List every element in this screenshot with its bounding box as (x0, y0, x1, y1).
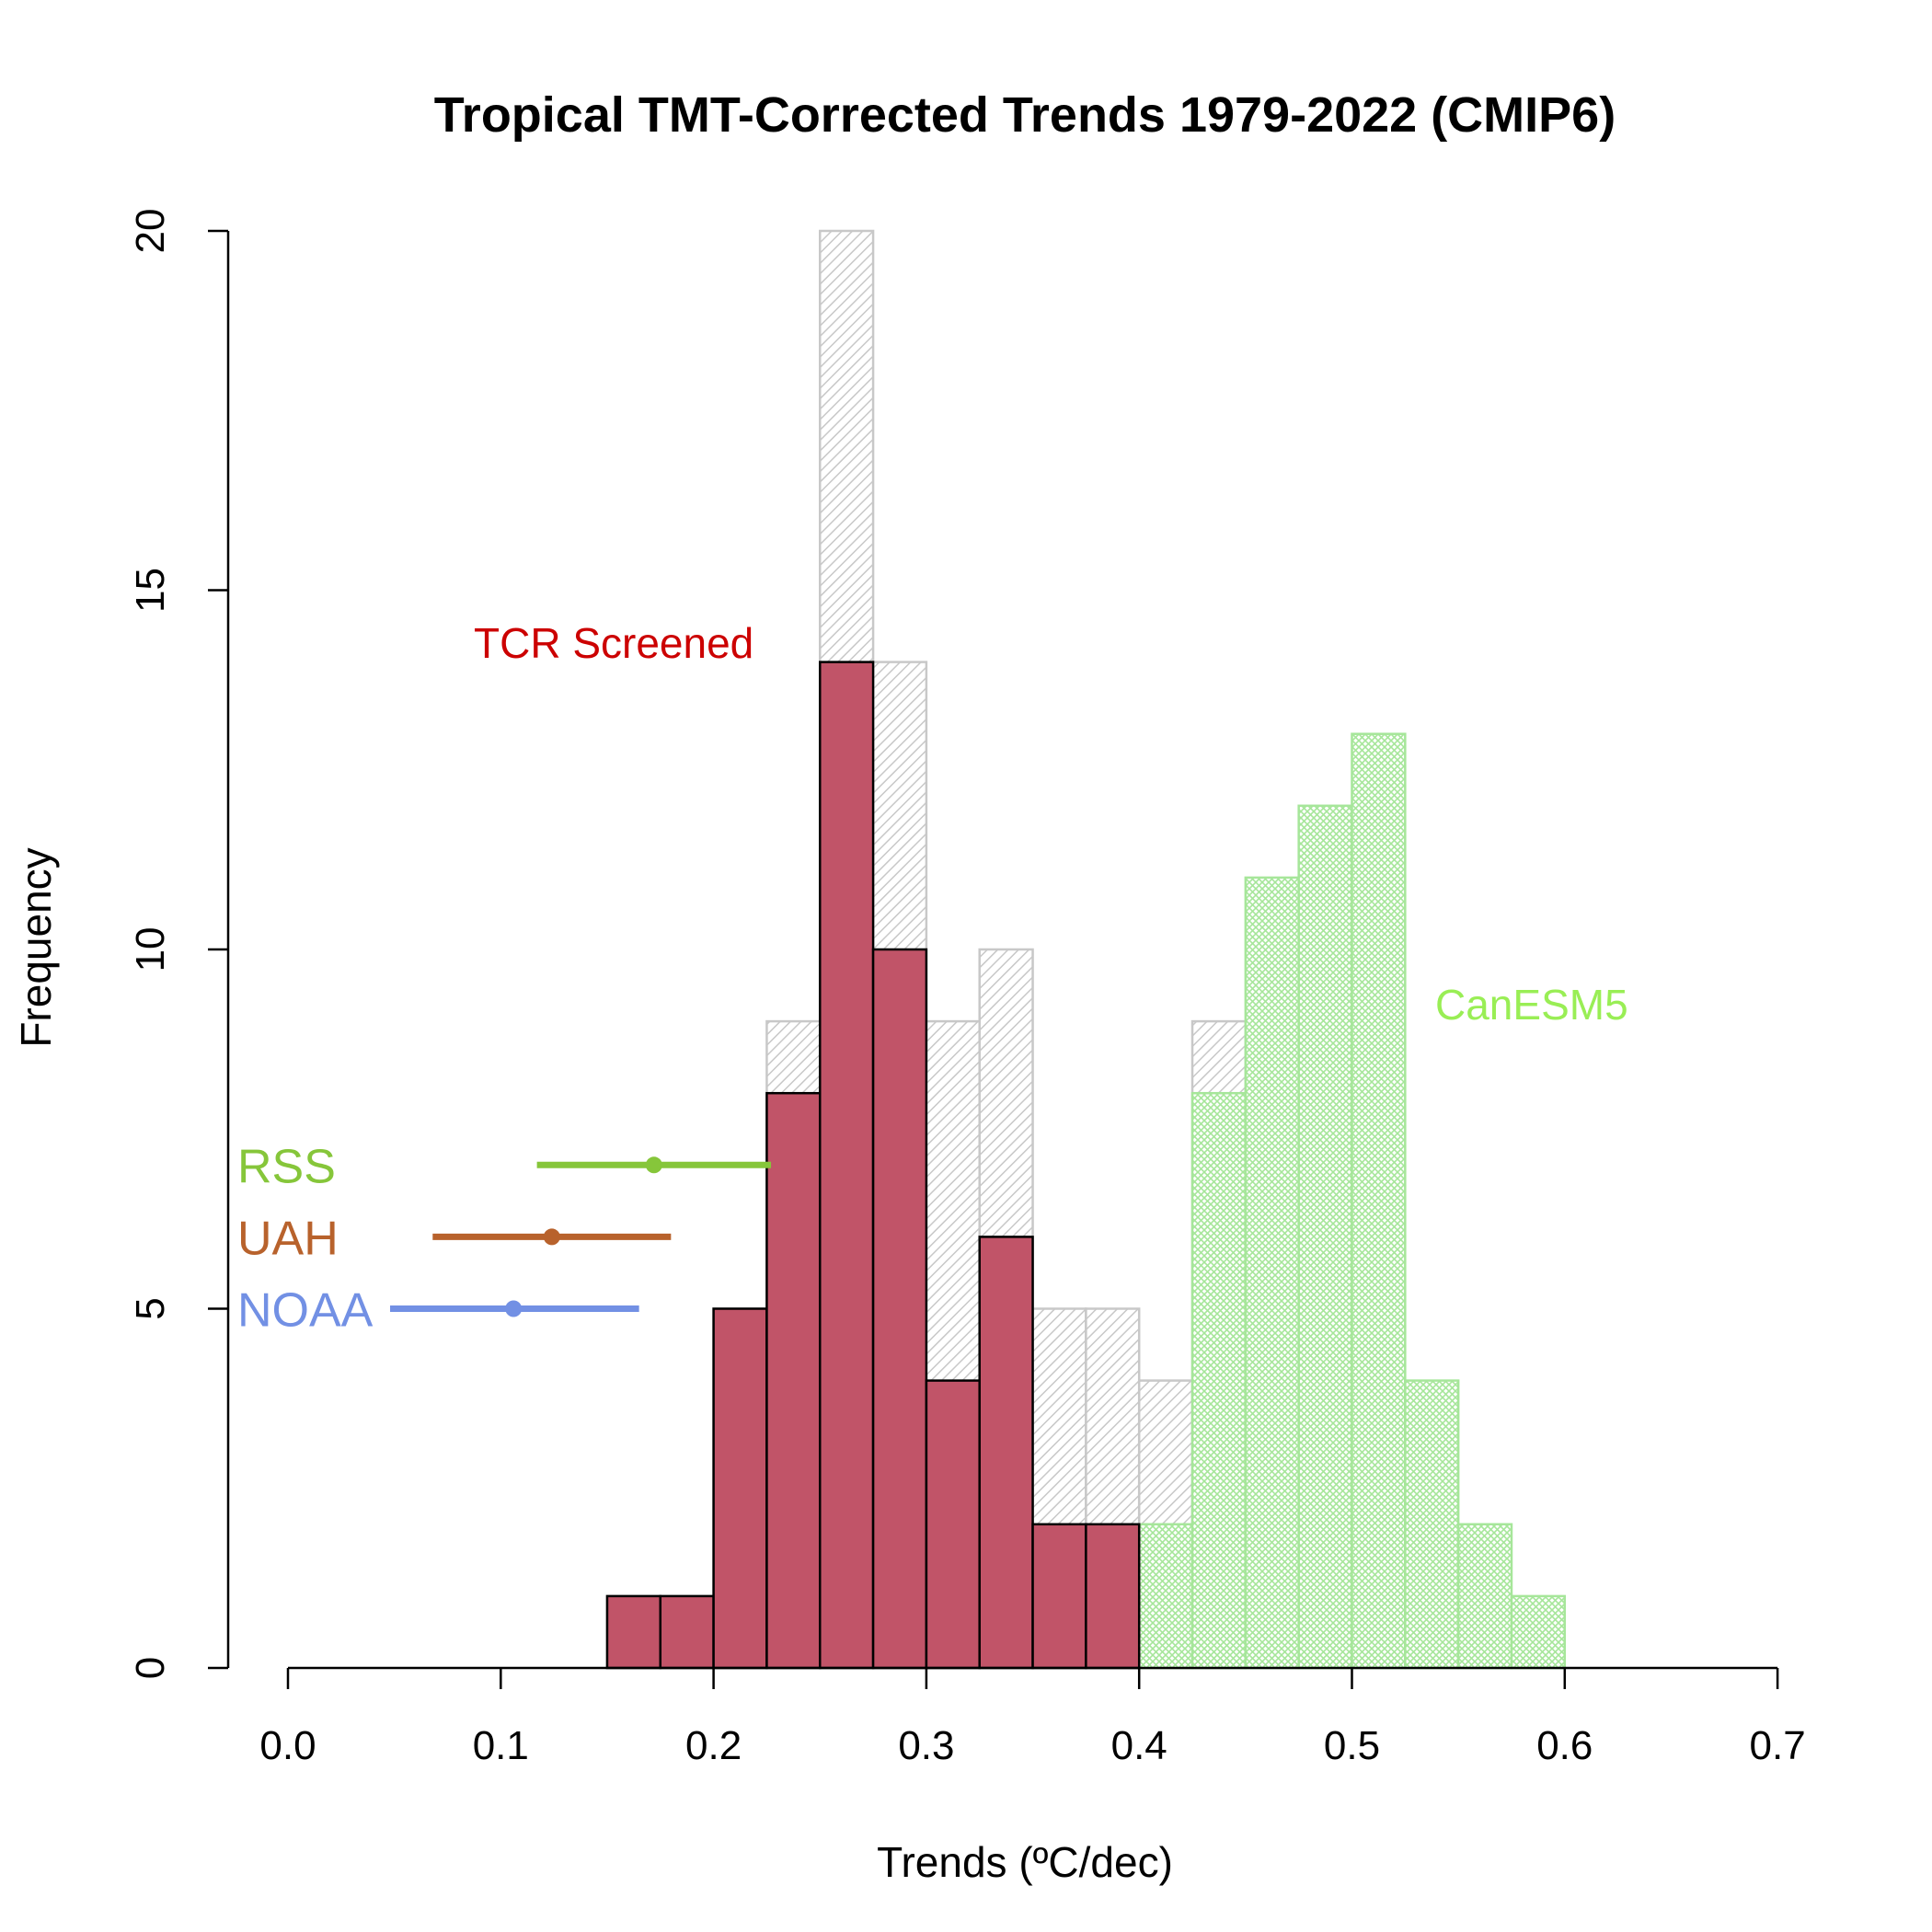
x-tick-label: 0.3 (898, 1723, 954, 1768)
chart-title: Tropical TMT-Corrected Trends 1979-2022 … (434, 87, 1616, 143)
y-tick-label: 0 (128, 1657, 173, 1679)
y-tick-label: 10 (128, 927, 173, 972)
x-axis-label: Trends (ºC/dec) (877, 1838, 1173, 1886)
tcr-screened-bar (1085, 1523, 1141, 1670)
x-tick-label: 0.1 (473, 1723, 529, 1768)
x-tick-label: 0.0 (259, 1723, 316, 1768)
tcr-screened-bar (659, 1594, 715, 1670)
uah-label: UAH (237, 1212, 339, 1265)
tcr-screened-bar (605, 1594, 662, 1670)
noaa-trend-point (505, 1300, 523, 1317)
y-tick-label: 15 (128, 568, 173, 613)
x-tick-label: 0.2 (685, 1723, 742, 1768)
y-axis: 0 5 10 15 20 (128, 209, 230, 1679)
canesm5-bar (1351, 732, 1407, 1670)
canesm5-bar (1244, 876, 1300, 1670)
canesm5-bar (1190, 1091, 1248, 1670)
rss-trend-point (645, 1156, 662, 1174)
tcr-screened-label: TCR Screened (474, 619, 753, 667)
tcr-screened-bar (871, 948, 928, 1670)
canesm5-bar (1404, 1379, 1460, 1670)
tcr-screened-bar (925, 1379, 981, 1670)
observation-ranges: RSS UAH NOAA (237, 1140, 772, 1338)
tcr-screened-bar (819, 661, 875, 1670)
tcr-screened-bar (765, 1091, 822, 1670)
y-tick-label: 5 (128, 1297, 173, 1319)
tcr-screened-series (605, 661, 1141, 1670)
tcr-screened-bar (978, 1236, 1034, 1670)
canesm5-bar (1137, 1523, 1194, 1670)
x-axis: 0.0 0.1 0.2 0.3 0.4 0.5 0.6 0.7 (259, 1666, 1806, 1768)
x-tick-label: 0.6 (1536, 1723, 1593, 1768)
canesm5-bar (1510, 1594, 1567, 1670)
x-tick-label: 0.4 (1111, 1723, 1167, 1768)
x-tick-label: 0.7 (1750, 1723, 1806, 1768)
canesm5-series (1137, 732, 1567, 1670)
rss-label: RSS (237, 1140, 336, 1193)
canesm5-bar (1297, 804, 1353, 1670)
tcr-screened-bar (1031, 1523, 1087, 1670)
y-axis-label: Frequency (12, 847, 60, 1047)
uah-trend-point (543, 1228, 560, 1246)
x-tick-label: 0.5 (1324, 1723, 1380, 1768)
canesm5-bar (1456, 1523, 1513, 1670)
canesm5-label: CanESM5 (1435, 981, 1628, 1029)
noaa-label: NOAA (237, 1284, 374, 1338)
y-tick-label: 20 (128, 209, 173, 254)
tcr-screened-bar (712, 1307, 768, 1670)
